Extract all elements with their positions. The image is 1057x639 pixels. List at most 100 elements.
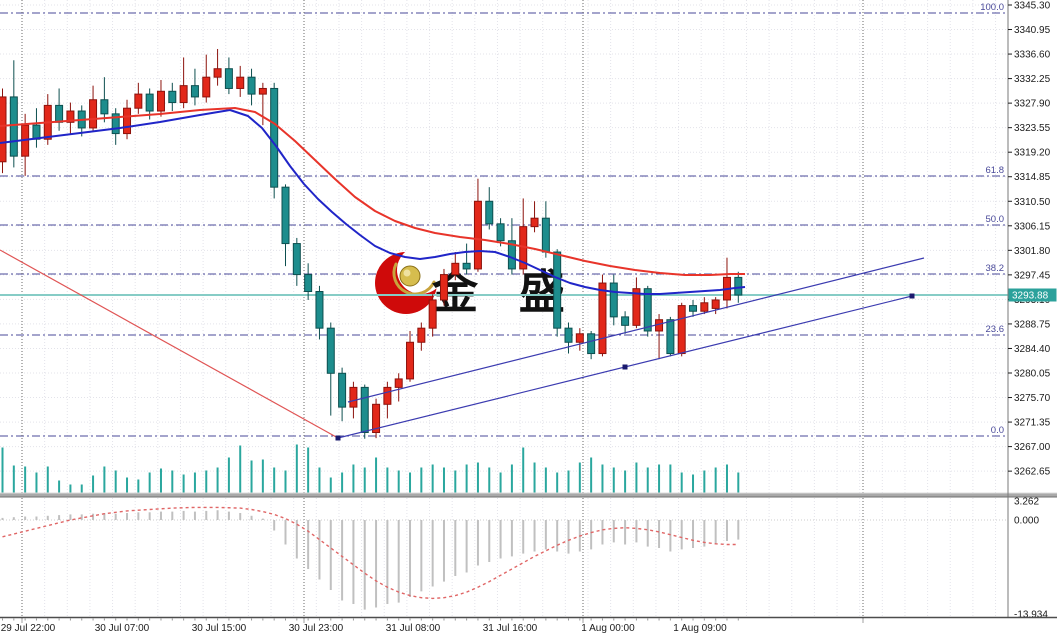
candle-body [0,96,7,163]
trendline-handle[interactable] [909,293,915,299]
candle-body [9,96,18,157]
macd-signal-line [2,506,739,600]
price-tick-label: 3345.30 [1014,0,1051,11]
price-tick-label: 3288.75 [1014,319,1051,330]
candle-body [677,305,686,355]
candle-body [66,110,75,123]
price-tick-label: 3323.55 [1014,123,1051,134]
candle-body [270,87,279,188]
candle-body [123,107,132,135]
candle-body [587,333,596,355]
indicator-axis[interactable]: 3.262 0.000 -13.934 [1014,497,1048,621]
fib-level-label: 23.6 [986,324,1005,335]
candle-body [338,372,347,408]
price-tick-label: 3275.70 [1014,393,1051,404]
moving-averages [0,107,746,295]
candle-body [417,327,426,343]
fib-level-label: 61.8 [986,165,1005,176]
candle-body [428,299,437,329]
fib-level-label: 100.0 [980,2,1004,13]
ma-red-line [0,107,745,276]
time-axis[interactable]: 29 Jul 22:00 30 Jul 07:00 30 Jul 15:00 30 J… [0,616,1057,635]
candle-body [55,104,64,123]
candle-body [666,319,675,355]
candle-body [315,291,324,329]
candle-body [507,240,516,270]
price-tick-label: 3310.50 [1014,197,1051,208]
time-tick-label: 30 Jul 15:00 [192,623,247,634]
candle-body [349,386,358,408]
time-tick-label: 31 Jul 08:00 [386,623,441,634]
ascending-channel-lower[interactable] [335,293,915,441]
candle-body [179,85,188,104]
candle-body [632,288,641,326]
candle-body [621,316,630,326]
candle-body [711,299,720,309]
candle-body [689,305,698,312]
ma-blue-line [0,109,746,295]
candle-body [326,327,335,374]
candle-body [304,274,313,293]
candle-body [292,243,301,276]
macd-indicator-pane[interactable] [0,506,1008,610]
indicator-tick-label: 3.262 [1014,497,1039,508]
price-tick-label: 3280.05 [1014,369,1051,380]
candle-body [213,68,222,78]
candle-body [473,200,482,270]
price-tick-label: 3327.90 [1014,99,1051,110]
candle-body [281,186,290,245]
price-tick-label: 3267.00 [1014,442,1051,453]
candle-body [236,76,245,89]
candle-body [32,124,41,140]
time-tick-label: 30 Jul 23:00 [289,623,344,634]
candle-body [700,302,709,312]
candle-body [372,403,381,434]
candle-body [609,282,618,318]
price-axis[interactable]: 3345.30 3340.95 3336.60 3332.25 3327.90 3323.… [1007,0,1051,617]
candle-body [406,341,415,380]
candle-body [530,217,539,228]
candle-body [168,90,177,104]
indicator-tick-label: -13.934 [1014,610,1048,621]
price-tick-label: 3332.25 [1014,74,1051,85]
trendline-handle[interactable] [335,435,341,441]
candle-body [575,333,584,343]
candle-body [553,251,562,329]
candle-body [224,68,233,89]
price-tick-label: 3297.45 [1014,270,1051,281]
ascending-channel-upper[interactable] [347,257,925,403]
candle-body [462,262,471,270]
candle-body [100,99,109,115]
candle-body [89,99,98,129]
candle-body [451,262,460,276]
price-tick-label: 3306.15 [1014,221,1051,232]
price-tick-label: 3314.85 [1014,172,1051,183]
candle-body [394,378,403,388]
price-tick-label: 3284.40 [1014,344,1051,355]
candle-body [145,93,154,112]
pane-separator[interactable] [0,492,1057,498]
candle-body [564,327,573,343]
price-tick-label: 3301.80 [1014,246,1051,257]
candle-body [190,85,199,98]
day-separators [21,0,864,617]
current-price-value: 3293.88 [1012,291,1049,302]
candle-body [247,76,256,95]
candle-body [202,76,211,98]
time-tick-label: 29 Jul 22:00 [1,623,56,634]
fib-level-label: 50.0 [986,214,1005,225]
candle-body [439,274,448,301]
trendline-handle[interactable] [622,364,628,370]
time-tick-label: 1 Aug 09:00 [673,623,727,634]
candle-body [496,223,505,242]
candle-body [734,276,743,296]
time-tick-label: 1 Aug 00:00 [581,623,635,634]
descending-red-trendline[interactable] [0,249,339,439]
candle-body [360,386,369,434]
candle-body [156,90,165,112]
candle-body [383,386,392,405]
candle-body [258,87,267,95]
